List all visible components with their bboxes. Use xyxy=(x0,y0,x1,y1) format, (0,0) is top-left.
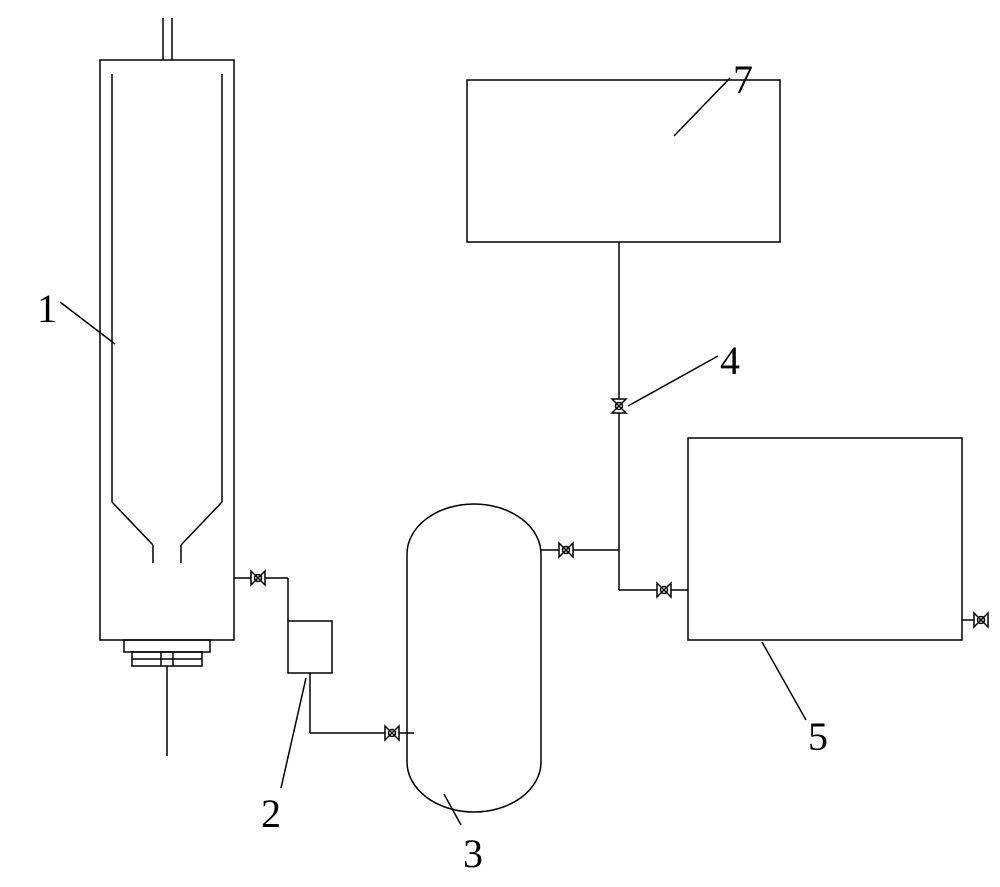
label-4: 4 xyxy=(720,337,740,384)
label-5: 5 xyxy=(808,713,828,760)
label-3: 3 xyxy=(463,830,483,877)
label-1: 1 xyxy=(37,285,57,332)
label-2: 2 xyxy=(261,790,281,837)
label-7: 7 xyxy=(733,56,753,103)
process-flow-diagram xyxy=(0,0,1000,887)
